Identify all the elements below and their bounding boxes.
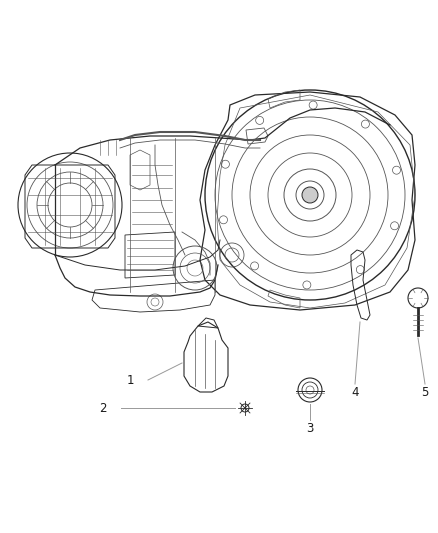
Text: 4: 4 [351, 385, 359, 399]
Text: 5: 5 [421, 385, 429, 399]
Circle shape [302, 187, 318, 203]
Text: 1: 1 [126, 374, 134, 386]
Text: 2: 2 [99, 401, 107, 415]
Text: 3: 3 [306, 422, 314, 434]
